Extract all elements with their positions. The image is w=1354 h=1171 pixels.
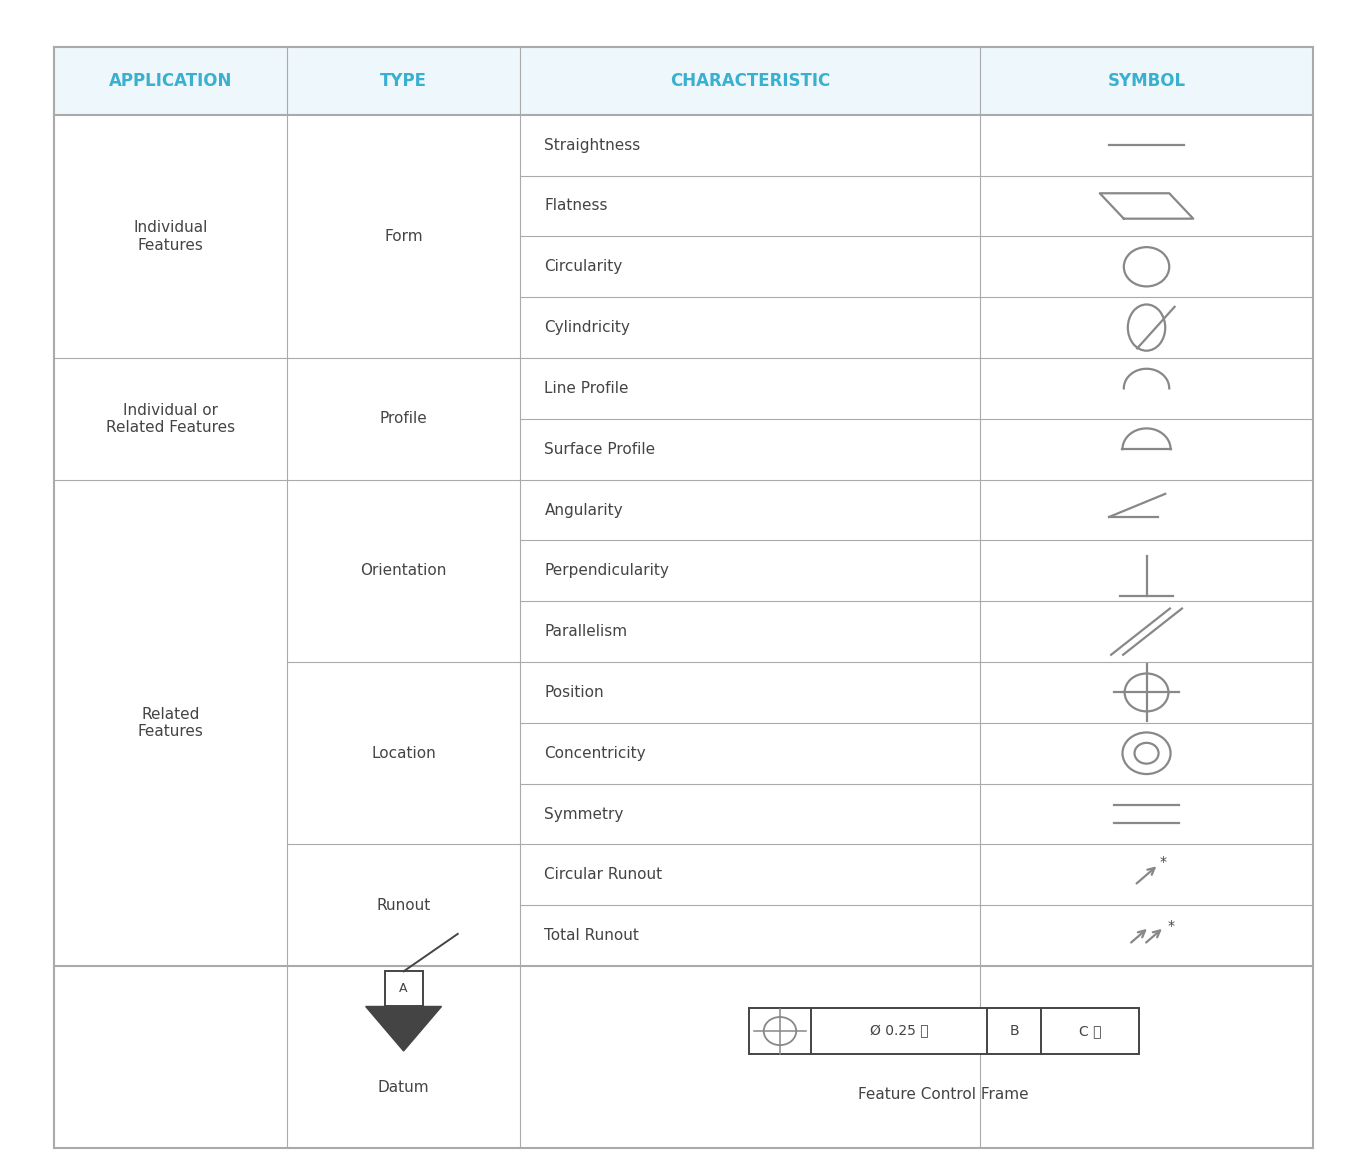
Text: Individual
Features: Individual Features	[134, 220, 207, 253]
Bar	[385, 972, 422, 1007]
Text: Circularity: Circularity	[544, 259, 623, 274]
Text: Surface Profile: Surface Profile	[544, 441, 655, 457]
Text: Location: Location	[371, 746, 436, 761]
Text: Parallelism: Parallelism	[544, 624, 627, 639]
Text: Angularity: Angularity	[544, 502, 623, 518]
Text: *: *	[1160, 855, 1167, 869]
Text: Individual or
Related Features: Individual or Related Features	[106, 403, 236, 434]
Text: Form: Form	[385, 228, 422, 244]
Text: APPLICATION: APPLICATION	[108, 71, 233, 90]
Text: Perpendicularity: Perpendicularity	[544, 563, 669, 578]
Text: TYPE: TYPE	[380, 71, 427, 90]
Text: CHARACTERISTIC: CHARACTERISTIC	[670, 71, 830, 90]
Text: Total Runout: Total Runout	[544, 929, 639, 943]
Text: Related
Features: Related Features	[138, 706, 203, 739]
Text: Circular Runout: Circular Runout	[544, 868, 662, 883]
Text: A: A	[399, 982, 408, 995]
Text: Straightness: Straightness	[544, 138, 640, 152]
Bar	[749, 1007, 1139, 1054]
Text: Feature Control Frame: Feature Control Frame	[858, 1087, 1029, 1102]
Text: Runout: Runout	[376, 898, 431, 912]
Text: B: B	[1009, 1025, 1020, 1038]
Text: Position: Position	[544, 685, 604, 700]
Bar	[54, 47, 1313, 115]
Polygon shape	[366, 1007, 441, 1052]
Text: Cylindricity: Cylindricity	[544, 320, 631, 335]
Text: Profile: Profile	[379, 411, 428, 426]
Text: Concentricity: Concentricity	[544, 746, 646, 761]
Text: Line Profile: Line Profile	[544, 381, 630, 396]
Text: C Ⓜ: C Ⓜ	[1079, 1025, 1101, 1038]
Text: Datum: Datum	[378, 1080, 429, 1095]
Text: Orientation: Orientation	[360, 563, 447, 578]
Text: Symmetry: Symmetry	[544, 807, 624, 822]
Text: Flatness: Flatness	[544, 198, 608, 213]
Text: Ø 0.25 Ⓜ: Ø 0.25 Ⓜ	[869, 1025, 929, 1038]
Text: SYMBOL: SYMBOL	[1108, 71, 1186, 90]
Text: *: *	[1169, 919, 1175, 933]
